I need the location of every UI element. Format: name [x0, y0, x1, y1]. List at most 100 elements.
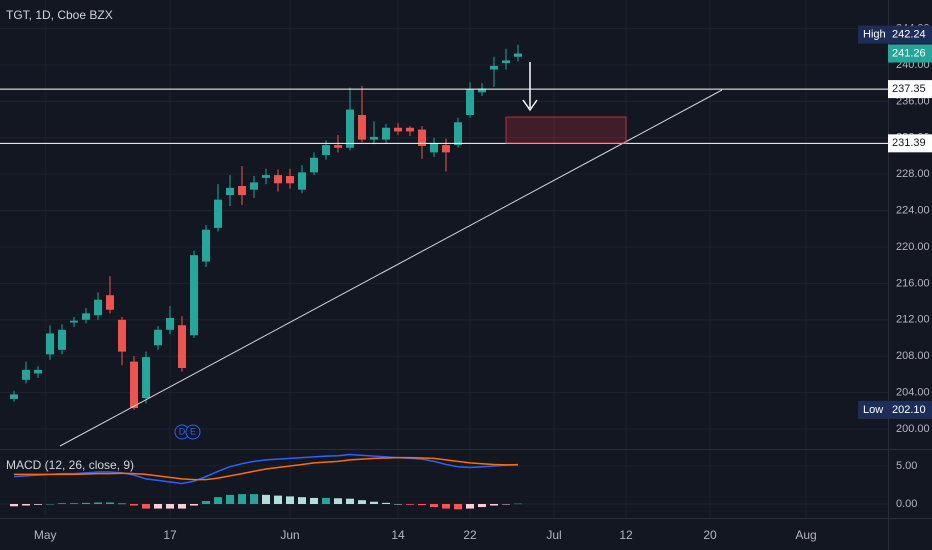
macd-histogram-bar — [82, 502, 90, 505]
y-tick-label: 220.00 — [896, 241, 930, 253]
candle-body — [502, 60, 510, 64]
y-tick-label: 204.00 — [896, 386, 930, 398]
candle-body — [178, 325, 186, 369]
macd-histogram-bar — [106, 502, 114, 505]
candle-body — [358, 115, 366, 140]
macd-histogram-bar — [286, 496, 294, 505]
x-tick-label: Jul — [546, 528, 561, 542]
y-tick-label: 228.00 — [896, 168, 930, 180]
badge-label: D — [179, 426, 186, 436]
candle-body — [394, 127, 402, 132]
x-tick-label: 22 — [463, 528, 477, 542]
candle-body — [490, 65, 498, 70]
macd-histogram-bar — [142, 504, 150, 509]
macd-line — [14, 456, 518, 481]
macd-histogram-bar — [274, 495, 282, 505]
marks — [0, 44, 888, 510]
candle-body — [34, 369, 42, 374]
candle-body — [466, 89, 474, 116]
y-tick-label: 0.00 — [896, 498, 917, 510]
macd-histogram-bar — [190, 504, 198, 506]
candle-body — [262, 175, 270, 178]
macd-histogram-bar — [58, 503, 66, 505]
level-tag-label: 237.35 — [892, 83, 926, 95]
macd-histogram-bar — [10, 504, 18, 507]
chart-title: TGT, 1D, Cboe BZX — [6, 8, 113, 22]
candle-body — [106, 295, 114, 310]
macd-histogram-bar — [394, 504, 402, 505]
macd-histogram-bar — [490, 504, 498, 506]
macd-histogram-bar — [238, 494, 246, 505]
macd-histogram-bar — [370, 501, 378, 505]
y-tick-label: 200.00 — [896, 423, 930, 435]
candle-body — [370, 136, 378, 140]
macd-histogram-bar — [382, 502, 390, 505]
trendline — [59, 89, 723, 447]
candle-body — [382, 127, 390, 140]
high-tag — [858, 25, 932, 44]
zone-box — [505, 116, 627, 144]
macd-histogram-bar — [46, 504, 54, 505]
low-tag — [858, 400, 932, 419]
macd-histogram-bar — [178, 504, 186, 509]
level-tag — [888, 134, 932, 153]
candle-body — [286, 175, 294, 184]
candle-body — [70, 320, 78, 323]
y-tick-label: 212.00 — [896, 314, 930, 326]
macd-histogram-bar — [418, 504, 426, 506]
x-tick-label: Jun — [280, 528, 299, 542]
low-tag-label: Low — [863, 404, 883, 416]
arrow — [522, 62, 538, 112]
candle-body — [190, 255, 198, 336]
candle-body — [478, 88, 486, 93]
candle-body — [322, 145, 330, 156]
price-tags: 237.35 231.39 High 242.24 241.26 Low 202.10 — [858, 25, 932, 419]
macd-line — [13, 453, 519, 485]
x-tick-label: Aug — [795, 528, 816, 542]
y-tick-label: 224.00 — [896, 204, 930, 216]
x-tick-label: May — [34, 528, 57, 542]
candle-body — [454, 122, 462, 146]
macd-histogram-bar — [262, 494, 270, 505]
macd-title: MACD (12, 26, close, 9) — [6, 458, 134, 472]
candle-body — [10, 394, 18, 399]
candle-body — [406, 127, 414, 132]
candle-body — [154, 329, 162, 346]
candle-body — [142, 357, 150, 399]
candle-body — [310, 157, 318, 173]
macd-histogram-bar — [406, 504, 414, 505]
candle-body — [298, 172, 306, 190]
candle-body — [442, 145, 450, 153]
candle-body — [250, 182, 258, 190]
candle-body — [94, 299, 102, 316]
badge[interactable] — [185, 424, 201, 440]
macd-histogram-bar — [442, 504, 450, 509]
level-tag — [888, 80, 932, 99]
x-tick-label: 20 — [703, 528, 717, 542]
last-price-label: 241.26 — [892, 47, 926, 59]
macd-histogram-bar — [322, 497, 330, 505]
x-tick-label: 17 — [163, 528, 177, 542]
candle-body — [22, 369, 30, 380]
candle-body — [202, 229, 210, 262]
y-tick-label: 208.00 — [896, 350, 930, 362]
macd-histogram-bar — [250, 494, 258, 505]
candle-body — [214, 199, 222, 228]
macd-histogram-bar — [70, 503, 78, 505]
macd-histogram-bar — [358, 500, 366, 505]
badges[interactable]: D E — [174, 424, 201, 440]
y-tick-label: 216.00 — [896, 277, 930, 289]
macd-histogram-bar — [346, 498, 354, 505]
y-tick-label: 236.00 — [896, 95, 930, 107]
candle-body — [238, 186, 246, 196]
candle-body — [226, 187, 234, 196]
candle-body — [58, 329, 66, 350]
macd-histogram-bar — [22, 504, 30, 506]
candle-body — [334, 145, 342, 148]
badge-label: E — [190, 426, 196, 436]
macd-histogram-bar — [94, 502, 102, 505]
macd-histogram-bar — [466, 504, 474, 509]
candle-body — [46, 333, 54, 355]
macd-histogram-bar — [430, 504, 438, 508]
